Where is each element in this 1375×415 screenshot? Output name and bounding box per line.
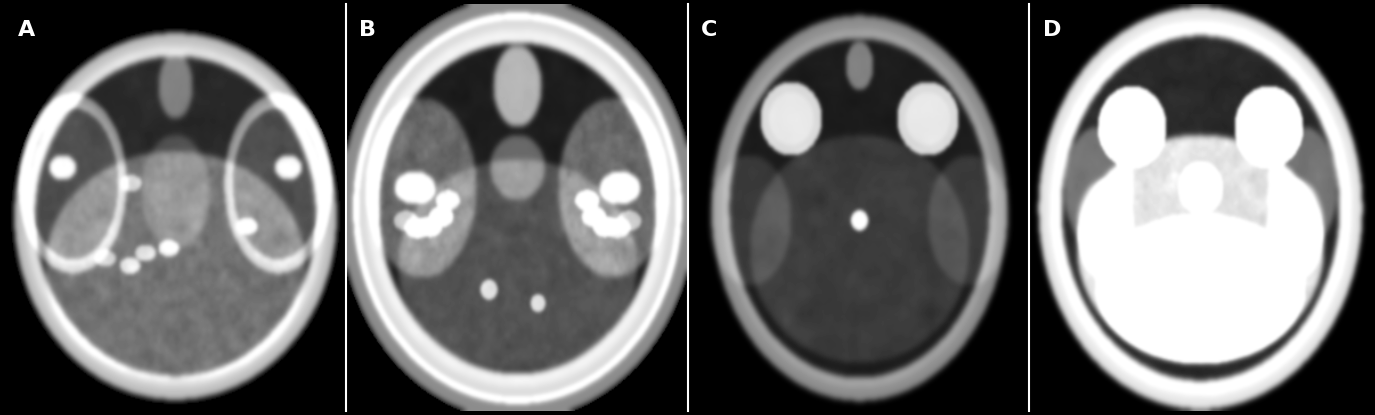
Text: C: C: [701, 20, 718, 40]
Text: A: A: [18, 20, 34, 40]
Text: D: D: [1042, 20, 1062, 40]
Text: B: B: [359, 20, 377, 40]
